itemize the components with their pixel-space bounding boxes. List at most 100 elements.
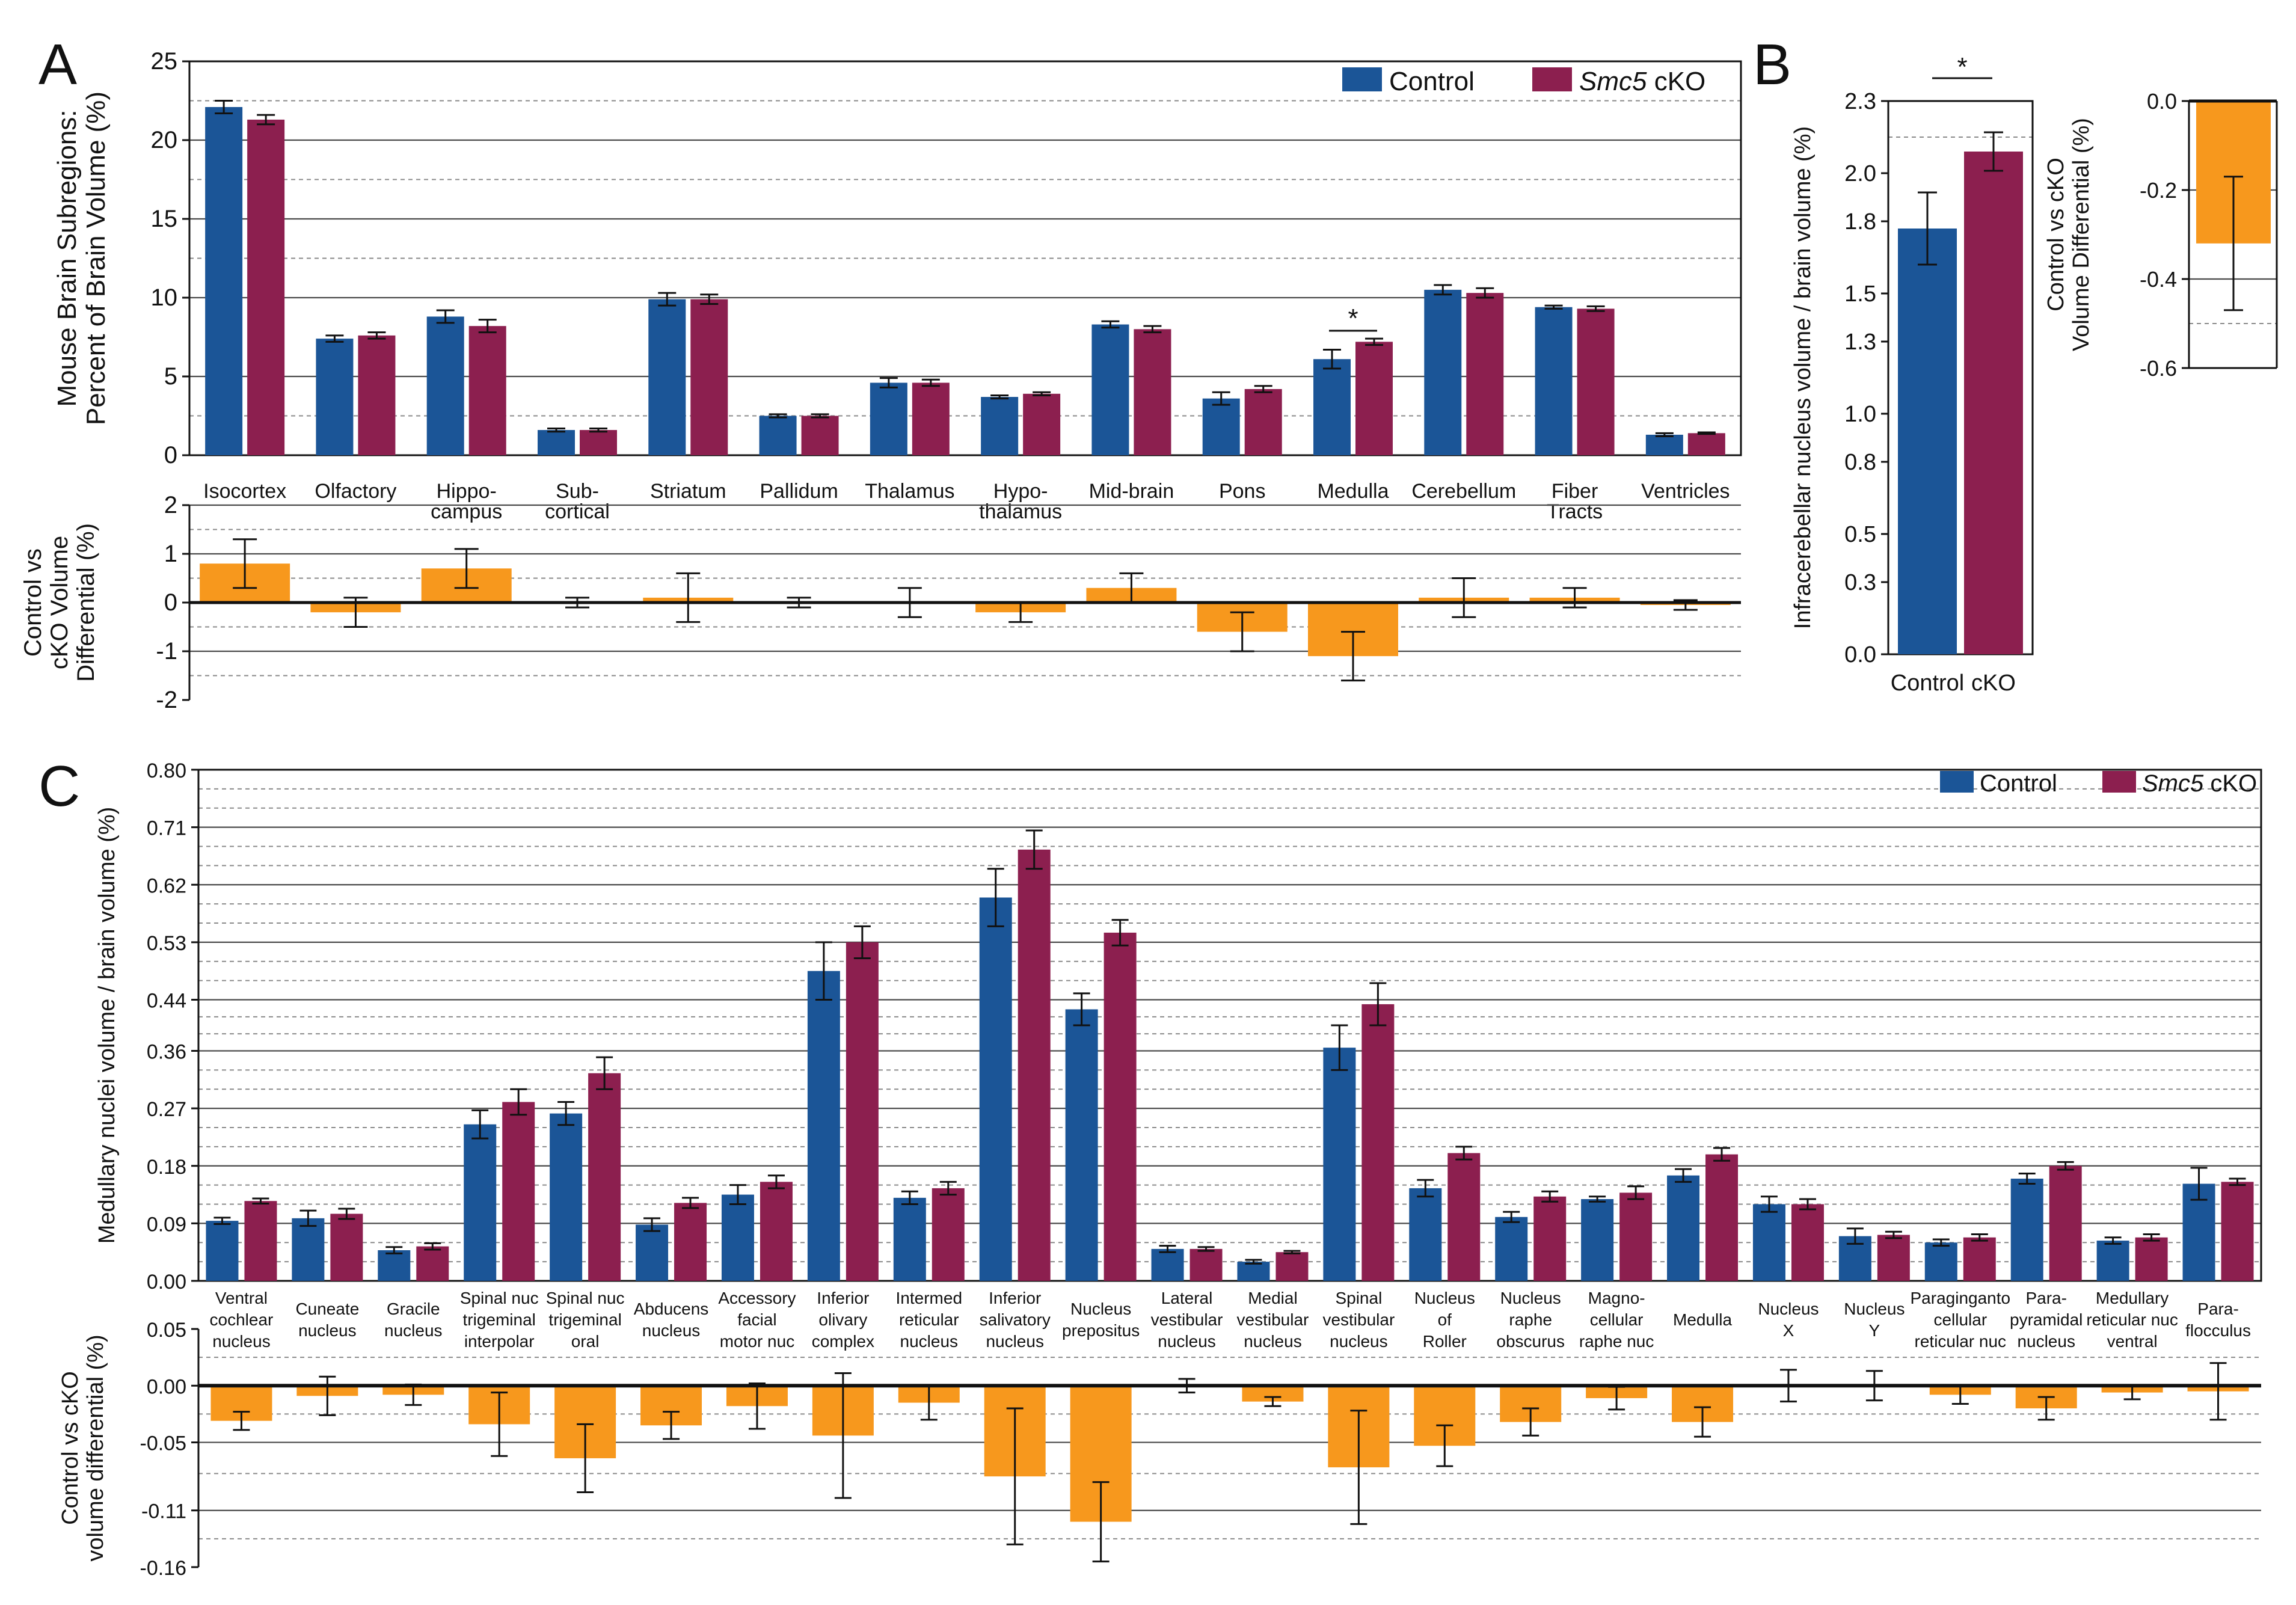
panel-c-y-tick-label-5: 0.44 — [147, 990, 186, 1013]
panel-c-bar-control-1 — [292, 1218, 325, 1281]
panel-letter-b: B — [1753, 32, 1791, 97]
panel-a-y-tick-label-4: 20 — [151, 127, 178, 153]
panel-a-category-label-0-0: Isocortex — [203, 480, 286, 503]
panel-c-bar-cko-18 — [1791, 1204, 1824, 1281]
panel-a-category-label-12-1: Tracts — [1547, 500, 1603, 523]
panel-a-category-label-7-1: thalamus — [979, 500, 1062, 523]
panel-c-category-label-13-0: Spinal — [1335, 1289, 1382, 1307]
panel-b-differential-chart: -0.6 -0.4 -0.2 0.0 Control vs cKOVolume Diff… — [2043, 89, 2278, 381]
panel-a-bar-cko-8 — [1134, 329, 1171, 455]
panel-c-bar-cko-19 — [1877, 1235, 1910, 1281]
panel-c-category-label-18-0: Nucleus — [1758, 1300, 1819, 1318]
panel-b-y-tick-label-4: 1.0 — [1844, 402, 1876, 427]
panel-a-bar-cko-0 — [247, 119, 285, 455]
panel-c-y-tick-label-3: 0.27 — [147, 1098, 186, 1121]
panel-b-diff-y-tick-label-0: -0.6 — [2140, 356, 2177, 381]
panel-c-bar-cko-21 — [2049, 1165, 2082, 1281]
panel-a-plot-frame — [188, 60, 1742, 456]
panel-c-y-tick-label-6: 0.53 — [147, 932, 186, 955]
panel-c-category-label-15-1: raphe — [1509, 1310, 1552, 1329]
panel-c-bar-control-8 — [893, 1197, 926, 1281]
panel-a-bar-cko-12 — [1577, 308, 1615, 455]
panel-c-category-label-9-2: nucleus — [986, 1332, 1044, 1351]
panel-c-category-label-2-1: nucleus — [384, 1321, 443, 1340]
panel-c-diff-y-tick-label-1: -0.11 — [141, 1500, 186, 1523]
legend-c-control-label: Control — [1980, 770, 2057, 797]
panel-a-bar-cko-9 — [1244, 388, 1282, 455]
panel-c-category-label-23-1: flocculus — [2185, 1321, 2251, 1340]
panel-c-category-label-14-0: Nucleus — [1414, 1289, 1475, 1307]
panel-c-diff-y-axis-title: Control vs cKOvolume differential (%) — [58, 1334, 108, 1561]
panel-c-bar-cko-16 — [1619, 1192, 1653, 1281]
panel-c-category-label-20-0: Paraginganto — [1911, 1289, 2011, 1307]
panel-c-bar-control-12 — [1237, 1262, 1270, 1281]
panel-c-category-label-14-2: Roller — [1423, 1332, 1467, 1351]
panel-a-diff-y-axis-title: Control vscKO VolumeDifferential (%) — [20, 523, 99, 682]
panel-a-diff-y-tick-label-3: 1 — [164, 541, 177, 567]
panel-c-bar-cko-4 — [588, 1073, 621, 1281]
panel-a-category-label-6-0: Thalamus — [865, 480, 954, 503]
panel-a-y-tick-label-5: 25 — [151, 48, 178, 75]
panel-a-category-label-3-0: Sub- — [556, 480, 599, 503]
panel-c-bar-cko-14 — [1447, 1153, 1481, 1281]
panel-c-plot-frame — [197, 769, 2262, 1282]
legend-c-cko-gene: Smc5 — [2142, 770, 2204, 797]
panel-c-y-tick-label-4: 0.36 — [147, 1041, 186, 1064]
panel-b-category-label-1: cKO — [1971, 671, 2016, 696]
panel-c-bar-control-3 — [464, 1124, 497, 1281]
panel-c-category-label-22-1: reticular nuc — [2086, 1310, 2178, 1329]
panel-c-category-label-7-1: olivary — [818, 1310, 867, 1329]
panel-a-bar-cko-6 — [912, 382, 950, 455]
panel-a-y-tick-label-0: 0 — [164, 442, 177, 468]
legend-a-control-label: Control — [1389, 67, 1475, 96]
panel-a-category-label-5-0: Pallidum — [760, 480, 838, 503]
panel-c-category-label-13-1: vestibular — [1322, 1310, 1395, 1329]
panel-c-category-label-17-0: Medulla — [1673, 1310, 1732, 1329]
panel-c-category-label-4-2: oral — [571, 1332, 600, 1351]
panel-a-bar-control-1 — [316, 339, 354, 455]
panel-c-category-label-15-2: obscurus — [1496, 1332, 1565, 1351]
panel-b-bar-control — [1898, 229, 1957, 654]
panel-b-significance-star: * — [1957, 52, 1967, 82]
panel-b-y-tick-label-8: 2.0 — [1844, 161, 1876, 186]
panel-c-y-axis-title-line-0: Medullary nuclei volume / brain volume (… — [94, 807, 120, 1244]
legend-a-control-swatch — [1342, 67, 1382, 91]
panel-a-bar-control-9 — [1202, 398, 1240, 455]
panel-b-y-tick-label-1: 0.3 — [1844, 570, 1876, 595]
panel-c-diff-y-axis-title-line-1: volume differential (%) — [83, 1334, 108, 1561]
panel-a-bar-control-13 — [1645, 434, 1683, 455]
panel-c-bar-control-15 — [1495, 1217, 1528, 1281]
panel-c-category-label-11-0: Lateral — [1161, 1289, 1213, 1307]
panel-c-category-label-9-1: salivatory — [980, 1310, 1051, 1329]
panel-c-category-label-19-1: Y — [1869, 1321, 1880, 1340]
panel-c-category-label-3-1: trigeminal — [463, 1310, 536, 1329]
panel-a-bar-cko-5 — [801, 416, 839, 455]
panel-c-category-label-16-0: Magno- — [1588, 1289, 1645, 1307]
panel-a-bar-control-7 — [981, 397, 1019, 455]
panel-a-bar-control-4 — [648, 299, 686, 455]
panel-c-category-label-0-1: cochlear — [210, 1310, 274, 1329]
panel-c-bar-control-10 — [1065, 1009, 1098, 1281]
panel-c-category-label-20-1: cellular — [1933, 1310, 1987, 1329]
panel-c-bar-control-13 — [1323, 1048, 1356, 1281]
panel-c-category-label-1-0: Cuneate — [295, 1300, 359, 1318]
panel-a-bar-cko-11 — [1466, 293, 1504, 455]
panel-a-bar-control-2 — [426, 316, 464, 455]
panel-b-diff-y-axis-title: Control vs cKOVolume Differential (%) — [2043, 118, 2094, 351]
panel-c-category-label-16-2: raphe nuc — [1579, 1332, 1654, 1351]
panel-c-main-chart: 0.00 0.09 0.18 0.27 0.36 0.44 0.53 0.62 0.71 0.80… — [94, 760, 2262, 1351]
panel-a-bar-control-10 — [1313, 359, 1351, 455]
panel-c-bar-cko-17 — [1705, 1154, 1739, 1281]
panel-c-bar-control-7 — [807, 971, 840, 1281]
panel-a-category-label-12-0: Fiber — [1552, 480, 1598, 503]
panel-c-diff-y-axis-title-line-0: Control vs cKO — [58, 1371, 83, 1525]
panel-b-diff-y-tick-label-2: -0.2 — [2140, 178, 2177, 203]
panel-c-bar-control-22 — [2096, 1241, 2129, 1281]
panel-b-diff-y-axis-title-line-0: Control vs cKO — [2043, 158, 2069, 311]
panel-c-category-label-9-0: Inferior — [989, 1289, 1041, 1307]
panel-c-category-label-21-1: pyramidal — [2010, 1310, 2083, 1329]
panel-c-category-label-18-1: X — [1783, 1321, 1794, 1340]
panel-a-category-label-7-0: Hypo- — [993, 480, 1048, 503]
panel-a-y-tick-label-3: 15 — [151, 206, 178, 232]
panel-b-y-axis-title-line-0: Infracerebellar nucleus volume / brain v… — [1790, 126, 1816, 629]
